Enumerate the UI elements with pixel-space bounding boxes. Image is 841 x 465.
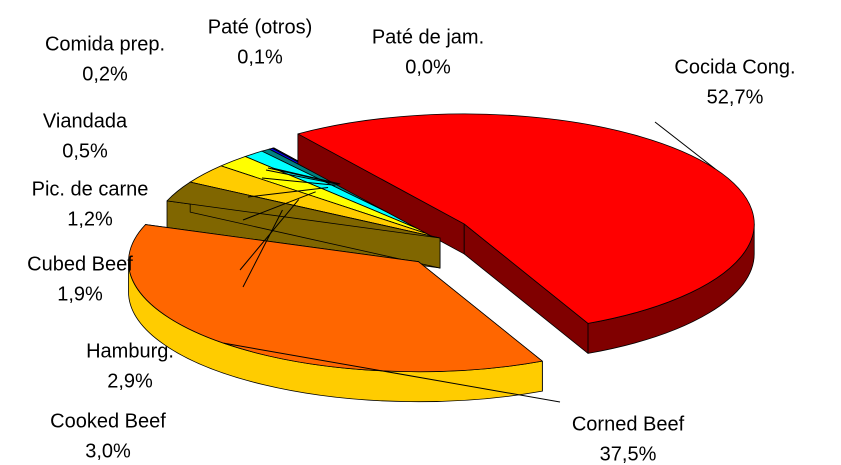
- slice-value-label: 0,2%: [82, 63, 128, 85]
- leader-line: [247, 186, 329, 198]
- slice-label: Cooked Beef: [50, 410, 166, 432]
- leader-line: [242, 191, 316, 221]
- leader-line: [242, 209, 283, 288]
- slice-value-label: 2,9%: [107, 370, 153, 392]
- slice-value-label: 3,0%: [85, 440, 131, 462]
- slice-label: Pic. de carne: [32, 178, 149, 200]
- slice-label: Cocida Cong.: [674, 56, 795, 78]
- leader-line: [271, 167, 341, 185]
- slice-label: Corned Beef: [572, 413, 685, 435]
- leader-line: [223, 342, 561, 403]
- slice: [297, 113, 755, 324]
- slice: [166, 181, 441, 239]
- slice-value-label: 1,2%: [67, 208, 113, 230]
- slice-label: Paté de jam.: [372, 26, 484, 48]
- slice-value-label: 52,7%: [707, 86, 764, 108]
- slice-value-label: 0,5%: [62, 140, 108, 162]
- slice-label: Hamburg.: [86, 340, 174, 362]
- slice-label: Comida prep.: [45, 33, 165, 55]
- leader-line: [654, 121, 716, 170]
- leader-line: [265, 169, 339, 185]
- slice-label: Cubed Beef: [27, 253, 133, 275]
- slice-value-label: 37,5%: [600, 443, 657, 465]
- slice-label: Viandada: [43, 110, 128, 132]
- leader-line: [261, 177, 336, 186]
- slice-value-label: 0,1%: [237, 46, 283, 68]
- slice-value-label: 1,9%: [57, 283, 103, 305]
- slice-label: Paté (otros): [208, 16, 312, 38]
- slice-value-label: 0,0%: [405, 56, 451, 78]
- leader-line: [239, 199, 300, 271]
